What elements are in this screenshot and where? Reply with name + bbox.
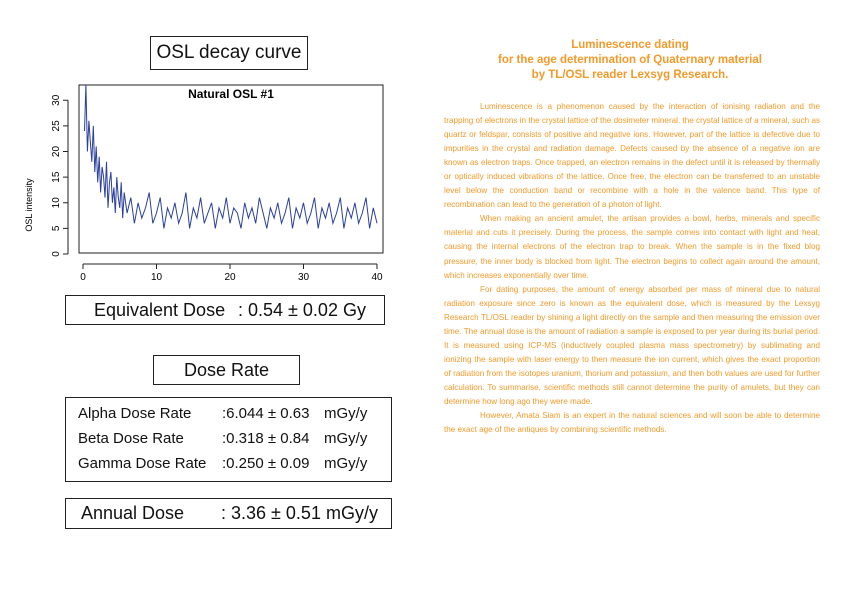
dose-rate-unit: mGy/y [324, 455, 368, 472]
equivalent-dose-label: Equivalent Dose [94, 300, 226, 320]
equivalent-dose-box: Equivalent Dose : 0.54 ± 0.02 Gy [65, 295, 385, 325]
dose-rate-box: Alpha Dose Rate :6.044 ± 0.63 mGy/y Beta… [65, 397, 392, 482]
dose-rate-value: :6.044 ± 0.63 [222, 405, 310, 422]
dose-rate-name: Beta Dose Rate [78, 430, 184, 447]
article-paragraph: For dating purposes, the amount of energ… [444, 284, 820, 406]
annual-dose-label: Annual Dose [81, 503, 185, 523]
equivalent-dose-value: : 0.54 ± 0.02 Gy [238, 300, 366, 320]
y-tick-label: 10 [51, 197, 62, 209]
beta-dose-rate-row: Beta Dose Rate :0.318 ± 0.84 mGy/y [78, 429, 388, 449]
chart-title: Natural OSL #1 [188, 87, 274, 101]
dose-rate-unit: mGy/y [324, 430, 368, 447]
dose-rate-value: :0.318 ± 0.84 [222, 430, 310, 447]
y-tick-label: 0 [51, 251, 62, 257]
osl-chart: Natural OSL #1 OSL intensity 0 10 20 30 40 0 5… [20, 78, 400, 288]
osl-series-line [84, 84, 378, 229]
dose-rate-value: :0.250 ± 0.09 [222, 455, 310, 472]
y-tick-label: 15 [51, 171, 62, 183]
osl-chart-svg: Natural OSL #1 OSL intensity 0 10 20 30 40 0 5… [24, 84, 384, 283]
article-title-line: Luminescence dating [571, 39, 689, 51]
dose-rate-title: Dose Rate [153, 355, 300, 385]
annual-dose-box: Annual Dose : 3.36 ± 0.51 mGy/y [65, 498, 392, 529]
x-tick-label: 10 [151, 272, 163, 283]
y-axis-label: OSL intensity [24, 178, 34, 232]
article-title: Luminescence dating for the age determin… [440, 38, 820, 83]
x-tick-label: 40 [371, 272, 383, 283]
article-paragraph: However, Amata Siam is an expert in the … [444, 411, 820, 435]
osl-decay-curve-title: OSL decay curve [150, 36, 308, 70]
dose-rate-name: Gamma Dose Rate [78, 455, 207, 472]
y-tick-label: 20 [51, 146, 62, 158]
gamma-dose-rate-row: Gamma Dose Rate :0.250 ± 0.09 mGy/y [78, 454, 388, 474]
y-tick-label: 25 [51, 120, 62, 132]
alpha-dose-rate-row: Alpha Dose Rate :6.044 ± 0.63 mGy/y [78, 404, 388, 424]
article-title-line: for the age determination of Quaternary … [498, 54, 762, 66]
dose-rate-name: Alpha Dose Rate [78, 405, 192, 422]
dose-rate-unit: mGy/y [324, 405, 368, 422]
y-tick-label: 30 [51, 94, 62, 106]
article-paragraph: Luminescence is a phenomenon caused by t… [444, 102, 820, 210]
x-tick-label: 20 [224, 272, 236, 283]
y-tick-label: 5 [51, 225, 62, 231]
plot-frame [78, 84, 384, 254]
x-tick-label: 0 [80, 272, 86, 283]
article-paragraph: When making an ancient amulet, the artis… [444, 214, 820, 280]
article-title-line: by TL/OSL reader Lexsyg Research. [531, 69, 729, 81]
annual-dose-value: : 3.36 ± 0.51 mGy/y [221, 503, 378, 523]
x-tick-label: 30 [298, 272, 310, 283]
article-body: Luminescence is a phenomenon caused by t… [444, 100, 820, 437]
